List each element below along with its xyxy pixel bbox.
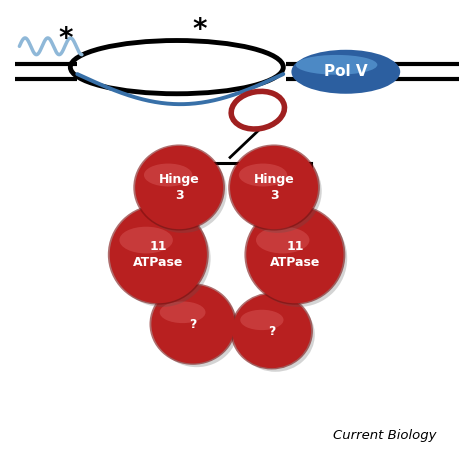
Text: ?: ?	[268, 325, 275, 338]
Text: *: *	[58, 25, 73, 53]
Ellipse shape	[155, 288, 238, 367]
Ellipse shape	[234, 150, 322, 233]
Ellipse shape	[256, 227, 310, 253]
Text: Pol V: Pol V	[324, 64, 368, 79]
Ellipse shape	[139, 150, 227, 233]
Ellipse shape	[108, 205, 209, 305]
Ellipse shape	[292, 50, 400, 94]
Ellipse shape	[230, 146, 318, 229]
Ellipse shape	[246, 206, 344, 303]
Ellipse shape	[119, 227, 173, 253]
Ellipse shape	[236, 298, 315, 372]
Ellipse shape	[70, 40, 283, 94]
Ellipse shape	[240, 310, 283, 330]
Text: Hinge
3: Hinge 3	[254, 173, 294, 202]
Ellipse shape	[113, 210, 210, 307]
Ellipse shape	[245, 205, 346, 305]
Ellipse shape	[250, 210, 347, 307]
Ellipse shape	[149, 283, 237, 365]
Text: *: *	[193, 16, 207, 44]
Ellipse shape	[239, 163, 287, 187]
Ellipse shape	[228, 144, 320, 231]
Ellipse shape	[232, 294, 311, 368]
Text: 11
ATPase: 11 ATPase	[133, 240, 183, 269]
Ellipse shape	[230, 293, 313, 369]
Ellipse shape	[109, 206, 207, 303]
Ellipse shape	[160, 301, 206, 323]
Ellipse shape	[144, 163, 192, 187]
Text: Current Biology: Current Biology	[333, 429, 436, 442]
Text: Hinge
3: Hinge 3	[159, 173, 200, 202]
Ellipse shape	[135, 146, 223, 229]
Text: 11
ATPase: 11 ATPase	[270, 240, 320, 269]
Ellipse shape	[151, 285, 235, 363]
Ellipse shape	[133, 144, 225, 231]
Text: ?: ?	[189, 318, 197, 331]
Ellipse shape	[296, 55, 377, 75]
